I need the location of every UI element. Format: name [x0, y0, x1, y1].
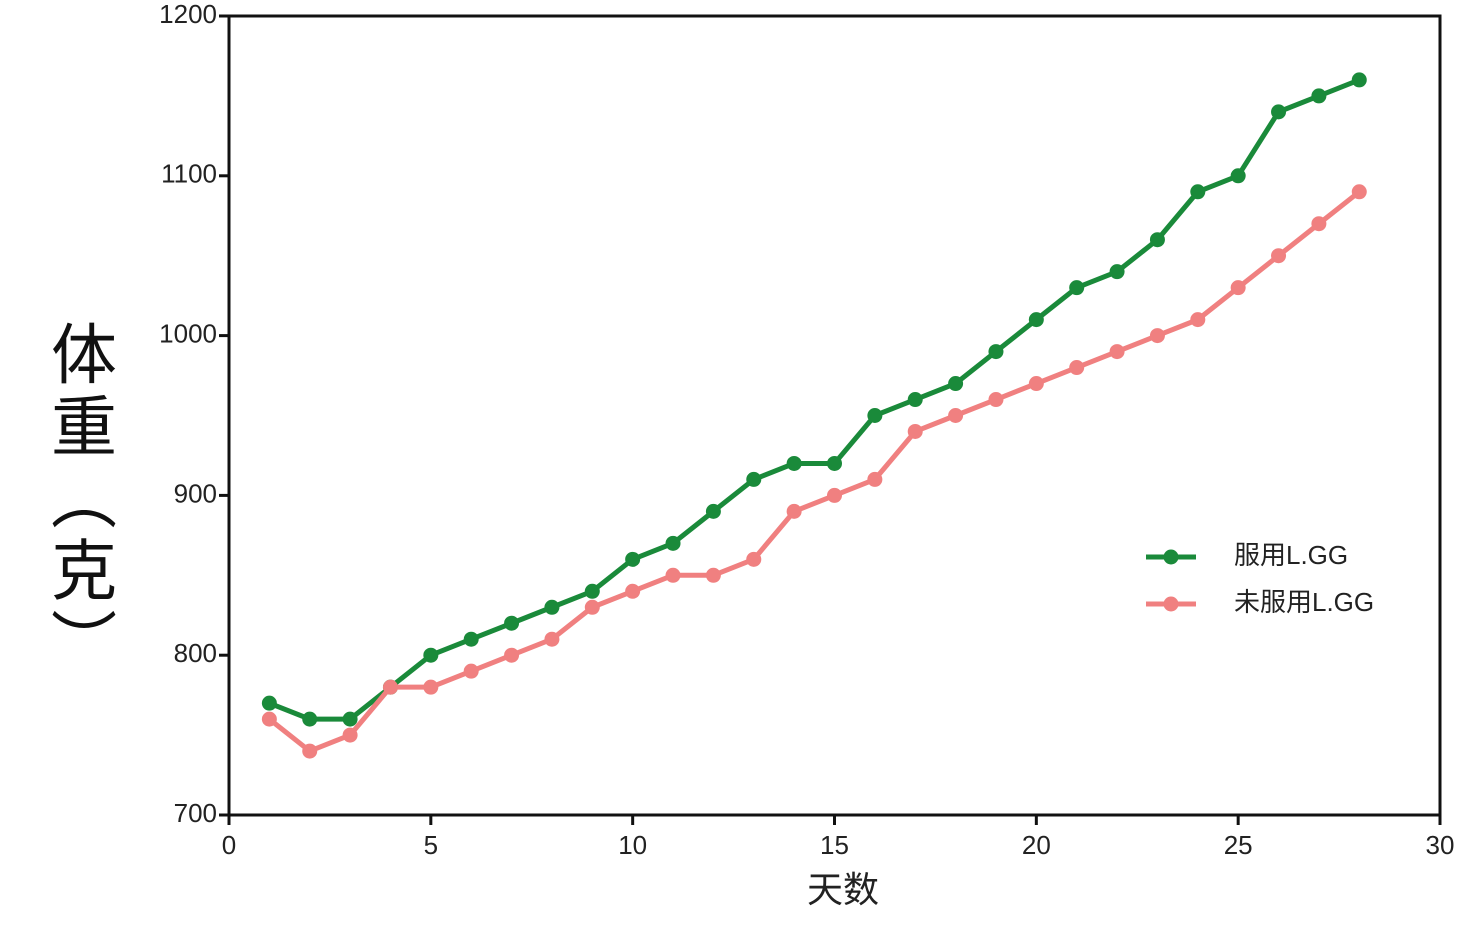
point	[1149, 328, 1165, 344]
y-tick-label: 700	[174, 798, 217, 828]
point	[423, 647, 439, 663]
point	[988, 392, 1004, 408]
point	[625, 583, 641, 599]
point	[1069, 280, 1085, 296]
point	[1190, 184, 1206, 200]
point	[1069, 360, 1085, 376]
y-tick-label: 800	[174, 638, 217, 668]
point	[1351, 72, 1367, 88]
y-axis-label: 体重（克）	[40, 320, 117, 680]
point	[988, 344, 1004, 360]
series-line	[267, 189, 1361, 754]
x-tick-label: 10	[618, 830, 647, 860]
point	[504, 647, 520, 663]
x-tick-label: 25	[1224, 830, 1253, 860]
point	[1311, 216, 1327, 232]
point	[342, 727, 358, 743]
point	[1028, 312, 1044, 328]
legend-label: 未服用L.GG	[1234, 587, 1374, 617]
point	[544, 599, 560, 615]
point	[827, 455, 842, 471]
point	[907, 392, 923, 408]
y-tick-label: 1200	[159, 0, 217, 29]
legend-marker	[1163, 596, 1179, 612]
point	[544, 631, 560, 647]
point	[1190, 312, 1206, 328]
point	[261, 695, 277, 711]
point	[948, 376, 964, 392]
x-tick-label: 15	[820, 830, 849, 860]
legend-marker	[1163, 549, 1179, 565]
point	[746, 471, 762, 487]
y-tick-label: 900	[174, 478, 217, 508]
point	[746, 551, 762, 567]
point	[504, 615, 520, 631]
point	[463, 631, 479, 647]
point	[463, 663, 479, 679]
point	[665, 535, 681, 551]
point	[786, 455, 802, 471]
point	[1230, 168, 1246, 184]
point	[907, 423, 923, 439]
y-tick-label: 1100	[161, 159, 217, 189]
point	[302, 743, 318, 759]
point	[1028, 376, 1044, 392]
point	[1271, 104, 1287, 120]
point	[1109, 264, 1125, 280]
point	[261, 711, 277, 727]
point	[867, 471, 883, 487]
x-tick-label: 5	[424, 830, 438, 860]
point	[827, 487, 842, 503]
point	[1230, 280, 1246, 296]
series-line	[268, 77, 1361, 722]
point	[1271, 248, 1287, 264]
point	[584, 583, 600, 599]
y-tick-label: 1000	[159, 318, 217, 348]
point	[584, 599, 600, 615]
point	[423, 679, 439, 695]
x-axis-label: 天数	[807, 870, 879, 911]
plot-frame	[227, 14, 1442, 817]
point	[705, 567, 721, 583]
x-tick-label: 20	[1022, 830, 1051, 860]
point	[342, 711, 358, 727]
x-tick-label: 0	[222, 830, 236, 860]
point	[867, 408, 883, 423]
point	[705, 503, 721, 519]
point	[1311, 88, 1327, 104]
point	[625, 551, 641, 567]
point	[382, 679, 398, 695]
point	[786, 503, 802, 519]
point	[665, 567, 681, 583]
point	[302, 711, 318, 727]
point	[1149, 232, 1165, 248]
point	[1351, 184, 1367, 200]
x-tick-label: 30	[1426, 830, 1455, 860]
point	[948, 408, 964, 423]
point	[1109, 344, 1125, 360]
legend-label: 服用L.GG	[1234, 540, 1348, 570]
